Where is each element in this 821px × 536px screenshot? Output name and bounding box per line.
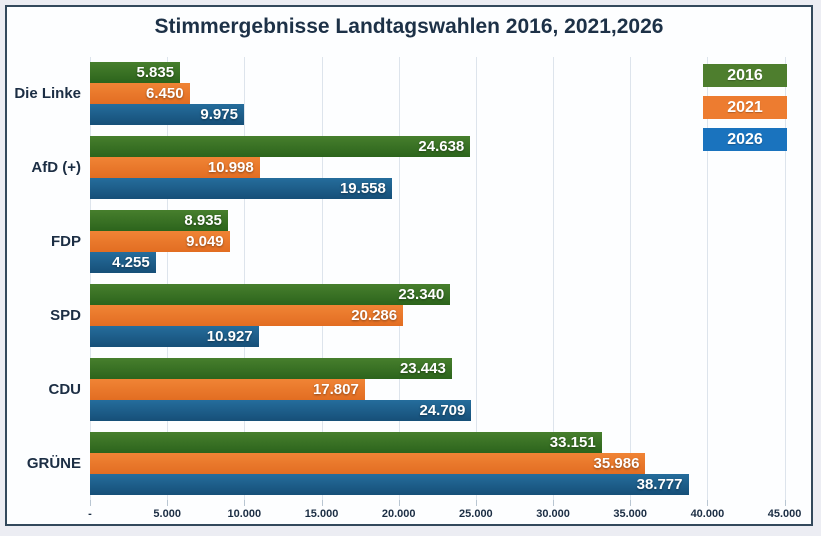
bar-2026: 38.777 xyxy=(90,473,689,495)
legend: 2016 2021 2026 xyxy=(703,64,787,151)
x-tick-mark xyxy=(707,500,709,506)
x-tick-label: - xyxy=(88,508,92,520)
legend-item-2021: 2021 xyxy=(703,96,787,119)
x-tick-mark xyxy=(398,500,400,506)
bar-group-die-linke: 5.835 6.450 9.975 xyxy=(90,57,800,131)
gridline xyxy=(321,57,323,500)
chart-frame: Stimmergebnisse Landtagswahlen 2016, 202… xyxy=(5,5,813,526)
category-label: GRÜNE xyxy=(26,454,81,472)
bar-2021: 35.986 xyxy=(90,452,646,474)
plot-area: 5.835 6.450 9.975 24.638 10.998 19.558 8.935 9.… xyxy=(90,57,800,500)
bar-2026: 4.255 xyxy=(90,252,156,274)
legend-label: 2026 xyxy=(727,130,763,148)
bar-value-label: 20.286 xyxy=(351,306,398,324)
x-tick-mark xyxy=(553,500,555,506)
bar-value-label: 10.998 xyxy=(207,159,254,177)
bar-2026: 24.709 xyxy=(90,399,472,421)
bar-2026: 9.975 xyxy=(90,104,244,126)
legend-item-2026: 2026 xyxy=(703,128,787,151)
x-tick-label: 20.000 xyxy=(381,508,416,520)
x-tick-label: 30.000 xyxy=(536,508,570,520)
x-tick-mark xyxy=(167,500,169,506)
x-tick-mark xyxy=(321,500,323,506)
bar-value-label: 38.777 xyxy=(636,475,683,493)
gridline xyxy=(475,57,477,500)
bar-group-fdp: 8.935 9.049 4.255 xyxy=(90,205,800,279)
category-label: CDU xyxy=(48,380,82,398)
bar-value-label: 24.709 xyxy=(419,401,466,419)
bar-2016: 24.638 xyxy=(90,136,471,158)
x-tick-mark xyxy=(784,500,786,506)
bar-2026: 10.927 xyxy=(90,325,259,347)
bar-group-cdu: 23.443 17.807 24.709 xyxy=(90,352,800,426)
category-label: FDP xyxy=(51,233,81,251)
gridline xyxy=(630,57,632,500)
legend-label: 2016 xyxy=(727,66,763,84)
x-tick-label: 35.000 xyxy=(613,508,648,520)
bar-2021: 17.807 xyxy=(90,378,365,400)
chart-title: Stimmergebnisse Landtagswahlen 2016, 202… xyxy=(154,15,664,38)
x-tick-label: 25.000 xyxy=(459,508,493,520)
bar-2016: 5.835 xyxy=(90,62,181,84)
bar-value-label: 17.807 xyxy=(312,380,359,398)
bar-value-label: 4.255 xyxy=(112,254,150,272)
x-tick-mark xyxy=(630,500,632,506)
x-tick-label: 10.000 xyxy=(227,508,262,520)
bar-2016: 23.340 xyxy=(90,283,451,305)
bar-value-label: 23.443 xyxy=(399,359,446,377)
bar-2021: 20.286 xyxy=(90,304,404,326)
bar-value-label: 9.049 xyxy=(186,233,224,251)
x-axis: - 5.000 10.000 15.000 20.000 25.000 30.000 35.0… xyxy=(88,500,802,526)
category-label: Die Linke xyxy=(14,85,81,103)
bar-value-label: 6.450 xyxy=(146,85,184,103)
bar-value-label: 35.986 xyxy=(593,454,640,472)
bar-2016: 23.443 xyxy=(90,357,452,379)
category-label: SPD xyxy=(50,306,81,324)
bar-value-label: 8.935 xyxy=(184,212,222,230)
bar-2016: 8.935 xyxy=(90,210,228,232)
x-tick-label: 40.000 xyxy=(690,508,725,520)
category-label: AfD (+) xyxy=(31,159,81,177)
bar-value-label: 9.975 xyxy=(200,106,238,124)
bar-2021: 9.049 xyxy=(90,231,230,253)
bar-groups: 5.835 6.450 9.975 24.638 10.998 19.558 8.935 9.… xyxy=(90,57,800,500)
bar-value-label: 5.835 xyxy=(136,64,175,82)
bar-group-spd: 23.340 20.286 10.927 xyxy=(90,278,800,352)
legend-label: 2021 xyxy=(727,98,763,116)
legend-item-2016: 2016 xyxy=(703,64,787,87)
gridline xyxy=(553,57,555,500)
x-tick-mark xyxy=(90,500,91,506)
bar-2021: 6.450 xyxy=(90,83,190,105)
x-tick-label: 15.000 xyxy=(304,508,339,520)
category-axis: Die Linke AfD (+) FDP SPD CDU GRÜNE xyxy=(7,57,81,500)
gridline xyxy=(398,57,400,500)
gridline xyxy=(707,57,709,500)
x-tick-label: 45.000 xyxy=(767,508,802,520)
bar-value-label: 33.151 xyxy=(549,433,596,451)
bar-value-label: 19.558 xyxy=(339,180,386,198)
bar-value-label: 23.340 xyxy=(398,285,445,303)
bar-value-label: 10.927 xyxy=(206,327,253,345)
bar-group-afd-: 24.638 10.998 19.558 xyxy=(90,131,800,205)
bar-2016: 33.151 xyxy=(90,431,602,453)
gridline xyxy=(90,57,91,500)
gridline xyxy=(784,57,786,500)
x-tick-mark xyxy=(475,500,477,506)
x-tick-label: 5.000 xyxy=(153,508,181,520)
bar-group-gr-ne: 33.151 35.986 38.777 xyxy=(90,426,800,500)
bar-value-label: 24.638 xyxy=(418,138,465,156)
x-tick-mark xyxy=(244,500,246,506)
gridline xyxy=(244,57,246,500)
bar-2021: 10.998 xyxy=(90,157,260,179)
bar-2026: 19.558 xyxy=(90,178,392,200)
gridline xyxy=(167,57,169,500)
